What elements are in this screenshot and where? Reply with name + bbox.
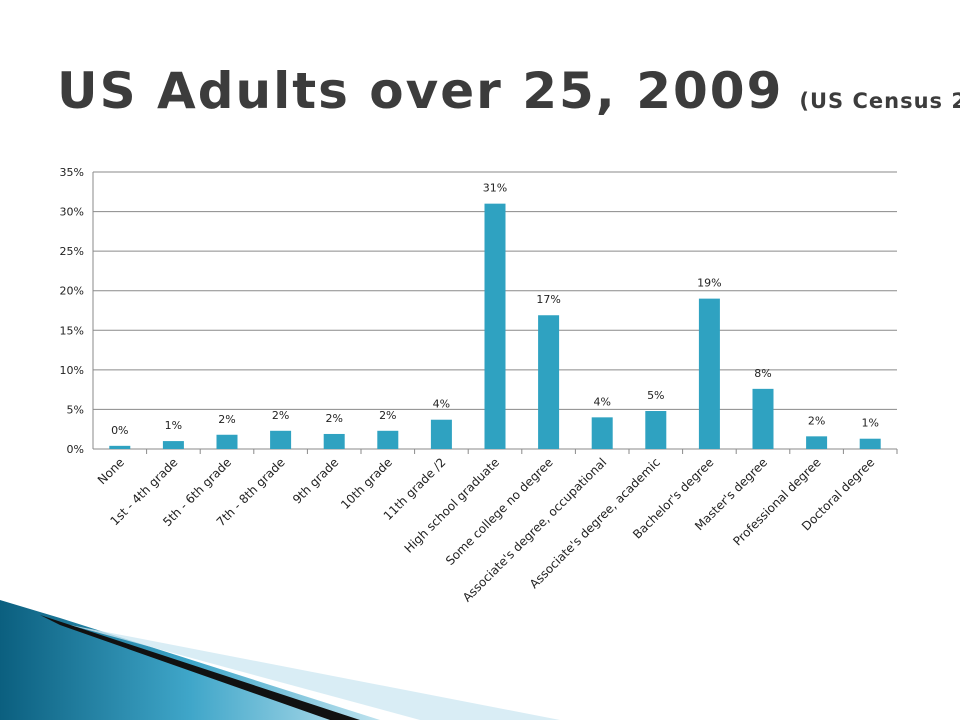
x-tick-label: High school graduate bbox=[402, 455, 503, 556]
value-label: 4% bbox=[433, 398, 450, 411]
y-tick-label: 35% bbox=[60, 166, 84, 179]
bar bbox=[377, 430, 399, 449]
y-tick-label: 0% bbox=[67, 443, 84, 456]
value-label: 2% bbox=[218, 413, 235, 426]
value-label: 4% bbox=[593, 395, 610, 408]
value-label: 1% bbox=[165, 419, 182, 432]
x-tick-label: 10th grade bbox=[338, 455, 395, 512]
x-tick-label: Some college no degree bbox=[443, 455, 556, 568]
chart-subtitle: (US Census 2011) bbox=[799, 89, 960, 113]
y-tick-label: 30% bbox=[60, 206, 84, 219]
decor-swoosh bbox=[0, 600, 380, 720]
x-tick-label: Professional degree bbox=[730, 455, 823, 548]
y-tick-label: 20% bbox=[60, 285, 84, 298]
value-label: 8% bbox=[754, 367, 771, 380]
bar bbox=[645, 411, 667, 449]
y-tick-label: 10% bbox=[60, 364, 84, 377]
y-tick-label: 15% bbox=[60, 324, 84, 337]
x-tick-label: None bbox=[95, 455, 127, 487]
value-label: 2% bbox=[379, 409, 396, 422]
value-label: 1% bbox=[861, 417, 878, 430]
bar bbox=[752, 388, 774, 449]
bar bbox=[698, 298, 720, 449]
value-label: 2% bbox=[325, 412, 342, 425]
bar bbox=[430, 419, 452, 449]
x-tick-label: 9th grade bbox=[290, 455, 341, 506]
y-tick-label: 5% bbox=[67, 403, 84, 416]
bar bbox=[538, 315, 560, 449]
decor-light bbox=[70, 625, 560, 720]
value-label: 2% bbox=[808, 414, 825, 427]
bar bbox=[162, 441, 184, 449]
value-label: 5% bbox=[647, 389, 664, 402]
title-line: US Adults over 25, 2009 (US Census 2011) bbox=[57, 62, 960, 120]
bar bbox=[591, 417, 613, 449]
bar bbox=[216, 434, 238, 449]
bar bbox=[270, 430, 292, 449]
decor-stripe bbox=[40, 615, 360, 720]
bar bbox=[323, 433, 345, 449]
value-label: 2% bbox=[272, 409, 289, 422]
bar bbox=[806, 436, 828, 449]
value-label: 17% bbox=[536, 293, 560, 306]
value-label: 0% bbox=[111, 424, 128, 437]
value-label: 19% bbox=[697, 277, 721, 290]
value-label: 31% bbox=[483, 182, 507, 195]
y-tick-label: 25% bbox=[60, 245, 84, 258]
bar bbox=[859, 438, 881, 449]
bar bbox=[109, 445, 131, 449]
bar bbox=[484, 203, 506, 449]
chart-title: US Adults over 25, 2009 bbox=[57, 62, 783, 120]
